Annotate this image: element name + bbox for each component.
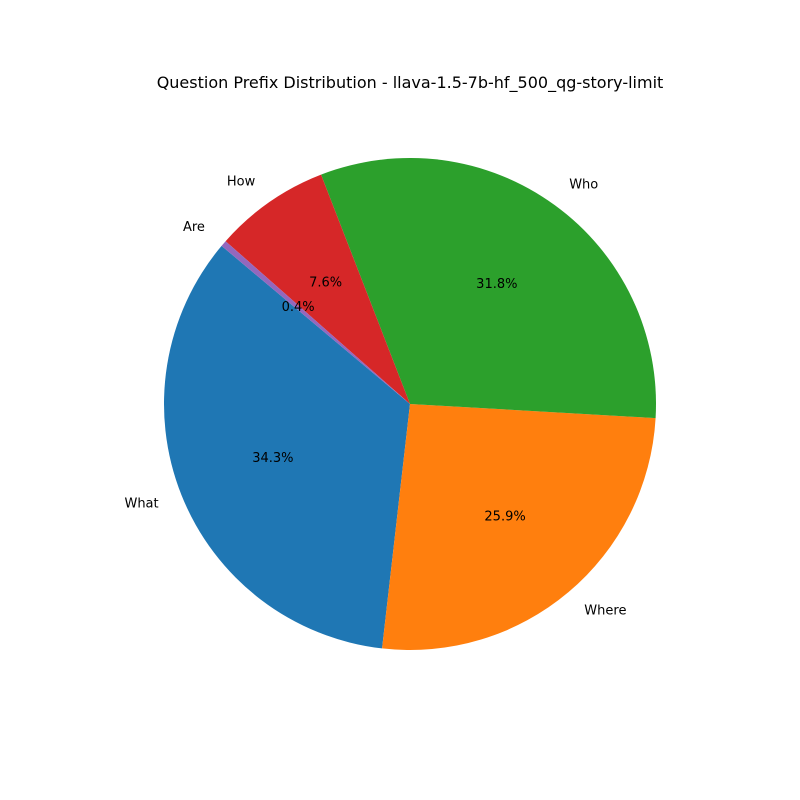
slice-percent-are: 0.4% (282, 300, 315, 315)
pie-slice-where (382, 404, 656, 650)
slice-label-who: Who (569, 178, 598, 193)
pie-slices (164, 158, 656, 650)
slice-percent-how: 7.6% (309, 275, 342, 290)
pie-slice-what (164, 245, 410, 649)
slice-percent-what: 34.3% (252, 451, 293, 466)
slice-percent-who: 31.8% (476, 277, 517, 292)
pie-slice-who (321, 158, 656, 419)
slice-label-are: Are (183, 220, 205, 235)
slice-label-what: What (124, 497, 158, 512)
pie-slice-how (225, 174, 410, 404)
slice-label-how: How (227, 175, 256, 190)
pie-labels: What 34.3% Where 25.9% Who 31.8% How 7.6% Are 0.4… (124, 175, 626, 619)
chart-title: Question Prefix Distribution - llava-1.5… (157, 73, 664, 93)
slice-label-where: Where (584, 603, 626, 618)
slice-percent-where: 25.9% (484, 509, 525, 524)
pie-slice-are (221, 241, 410, 404)
